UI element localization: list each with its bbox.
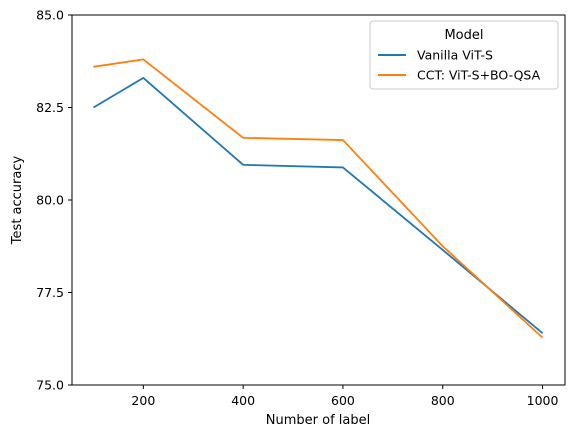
y-tick-label: 85.0 — [36, 8, 64, 23]
legend-box — [369, 20, 559, 90]
y-tick-label: 75.0 — [36, 378, 64, 393]
y-axis-label: Test accuracy — [10, 156, 25, 246]
x-tick-label: 200 — [131, 393, 155, 408]
x-axis-label: Number of label — [266, 413, 370, 428]
x-tick-label: 800 — [431, 393, 455, 408]
y-tick-label: 82.5 — [36, 100, 64, 115]
legend-label-vanilla-vit-s: Vanilla ViT-S — [417, 48, 493, 63]
series-line-0 — [93, 77, 544, 334]
y-tick-label: 80.0 — [36, 193, 64, 208]
plot-area — [93, 58, 544, 339]
y-tick-label: 77.5 — [36, 285, 64, 300]
x-tick-label: 400 — [231, 393, 255, 408]
x-tick-label: 600 — [331, 393, 355, 408]
legend-title: Model — [444, 28, 483, 43]
legend: Model Vanilla ViT-S CCT: ViT-S+BO-QSA — [369, 20, 559, 90]
legend-label-cct-vit-s-bo-qsa: CCT: ViT-S+BO-QSA — [417, 68, 541, 83]
axes: 200 400 600 800 1000 75.0 77.5 80.0 82.5 85.0 — [36, 8, 566, 408]
x-tick-label: 1000 — [527, 393, 559, 408]
series-line-1 — [93, 58, 544, 339]
